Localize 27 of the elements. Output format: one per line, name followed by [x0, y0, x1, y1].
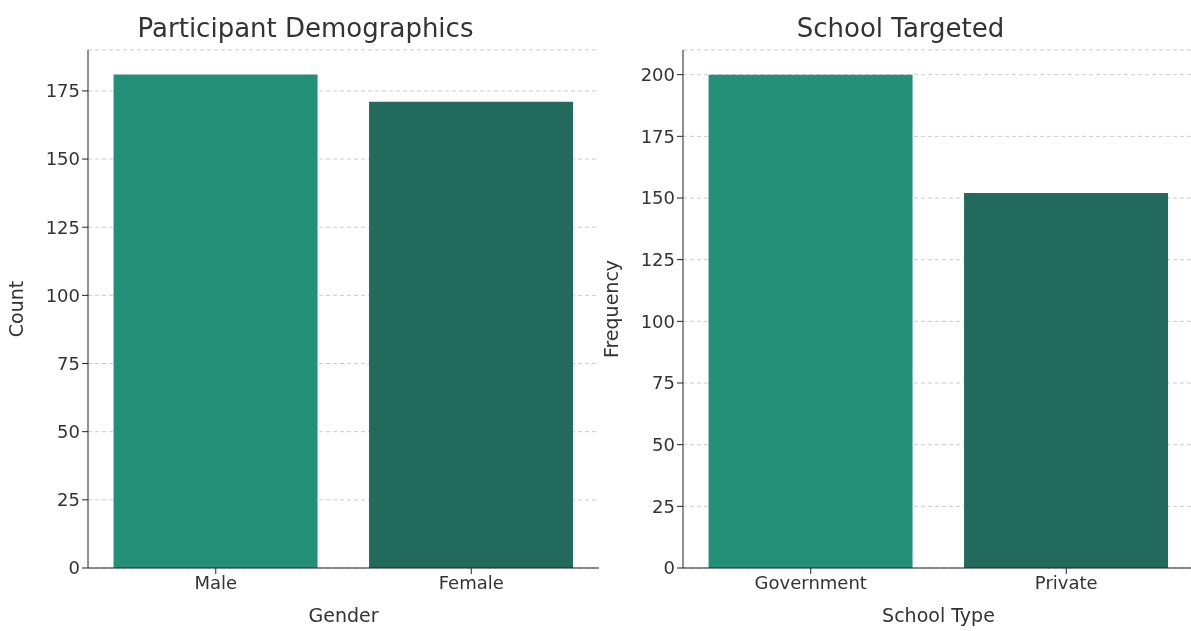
y-tick-label: 50 [57, 421, 80, 443]
x-axis-title: School Type [882, 604, 995, 626]
chart-title: School Targeted [795, 12, 1006, 45]
y-tick-label: 200 [640, 64, 675, 86]
x-axis-title: Gender [308, 604, 379, 626]
x-tick-label: Private [1034, 571, 1098, 593]
x-tick-label: Male [194, 571, 238, 593]
x-tick-label: Female [438, 571, 504, 593]
y-tick-label: 75 [57, 352, 80, 374]
y-axis-title: Frequency [599, 259, 622, 359]
y-tick-label: 0 [663, 557, 675, 579]
x-tick-label: Government [754, 571, 867, 593]
y-tick-label: 150 [45, 148, 80, 170]
y-tick-label: 175 [640, 125, 675, 147]
y-tick-label: 75 [652, 372, 675, 394]
y-tick-label: 25 [57, 489, 80, 511]
y-tick-label: 175 [45, 80, 80, 102]
y-tick-label: 150 [640, 187, 675, 209]
y-tick-label: 125 [45, 216, 80, 238]
y-tick-label: 25 [652, 495, 675, 517]
y-tick-label: 100 [640, 310, 675, 332]
y-tick-label: 0 [68, 557, 80, 579]
chart-title: Participant Demographics [136, 12, 475, 45]
y-tick-label: 50 [652, 434, 675, 456]
y-axis-title: Count [4, 280, 27, 338]
y-tick-label: 100 [45, 284, 80, 306]
y-tick-label: 125 [640, 249, 675, 271]
